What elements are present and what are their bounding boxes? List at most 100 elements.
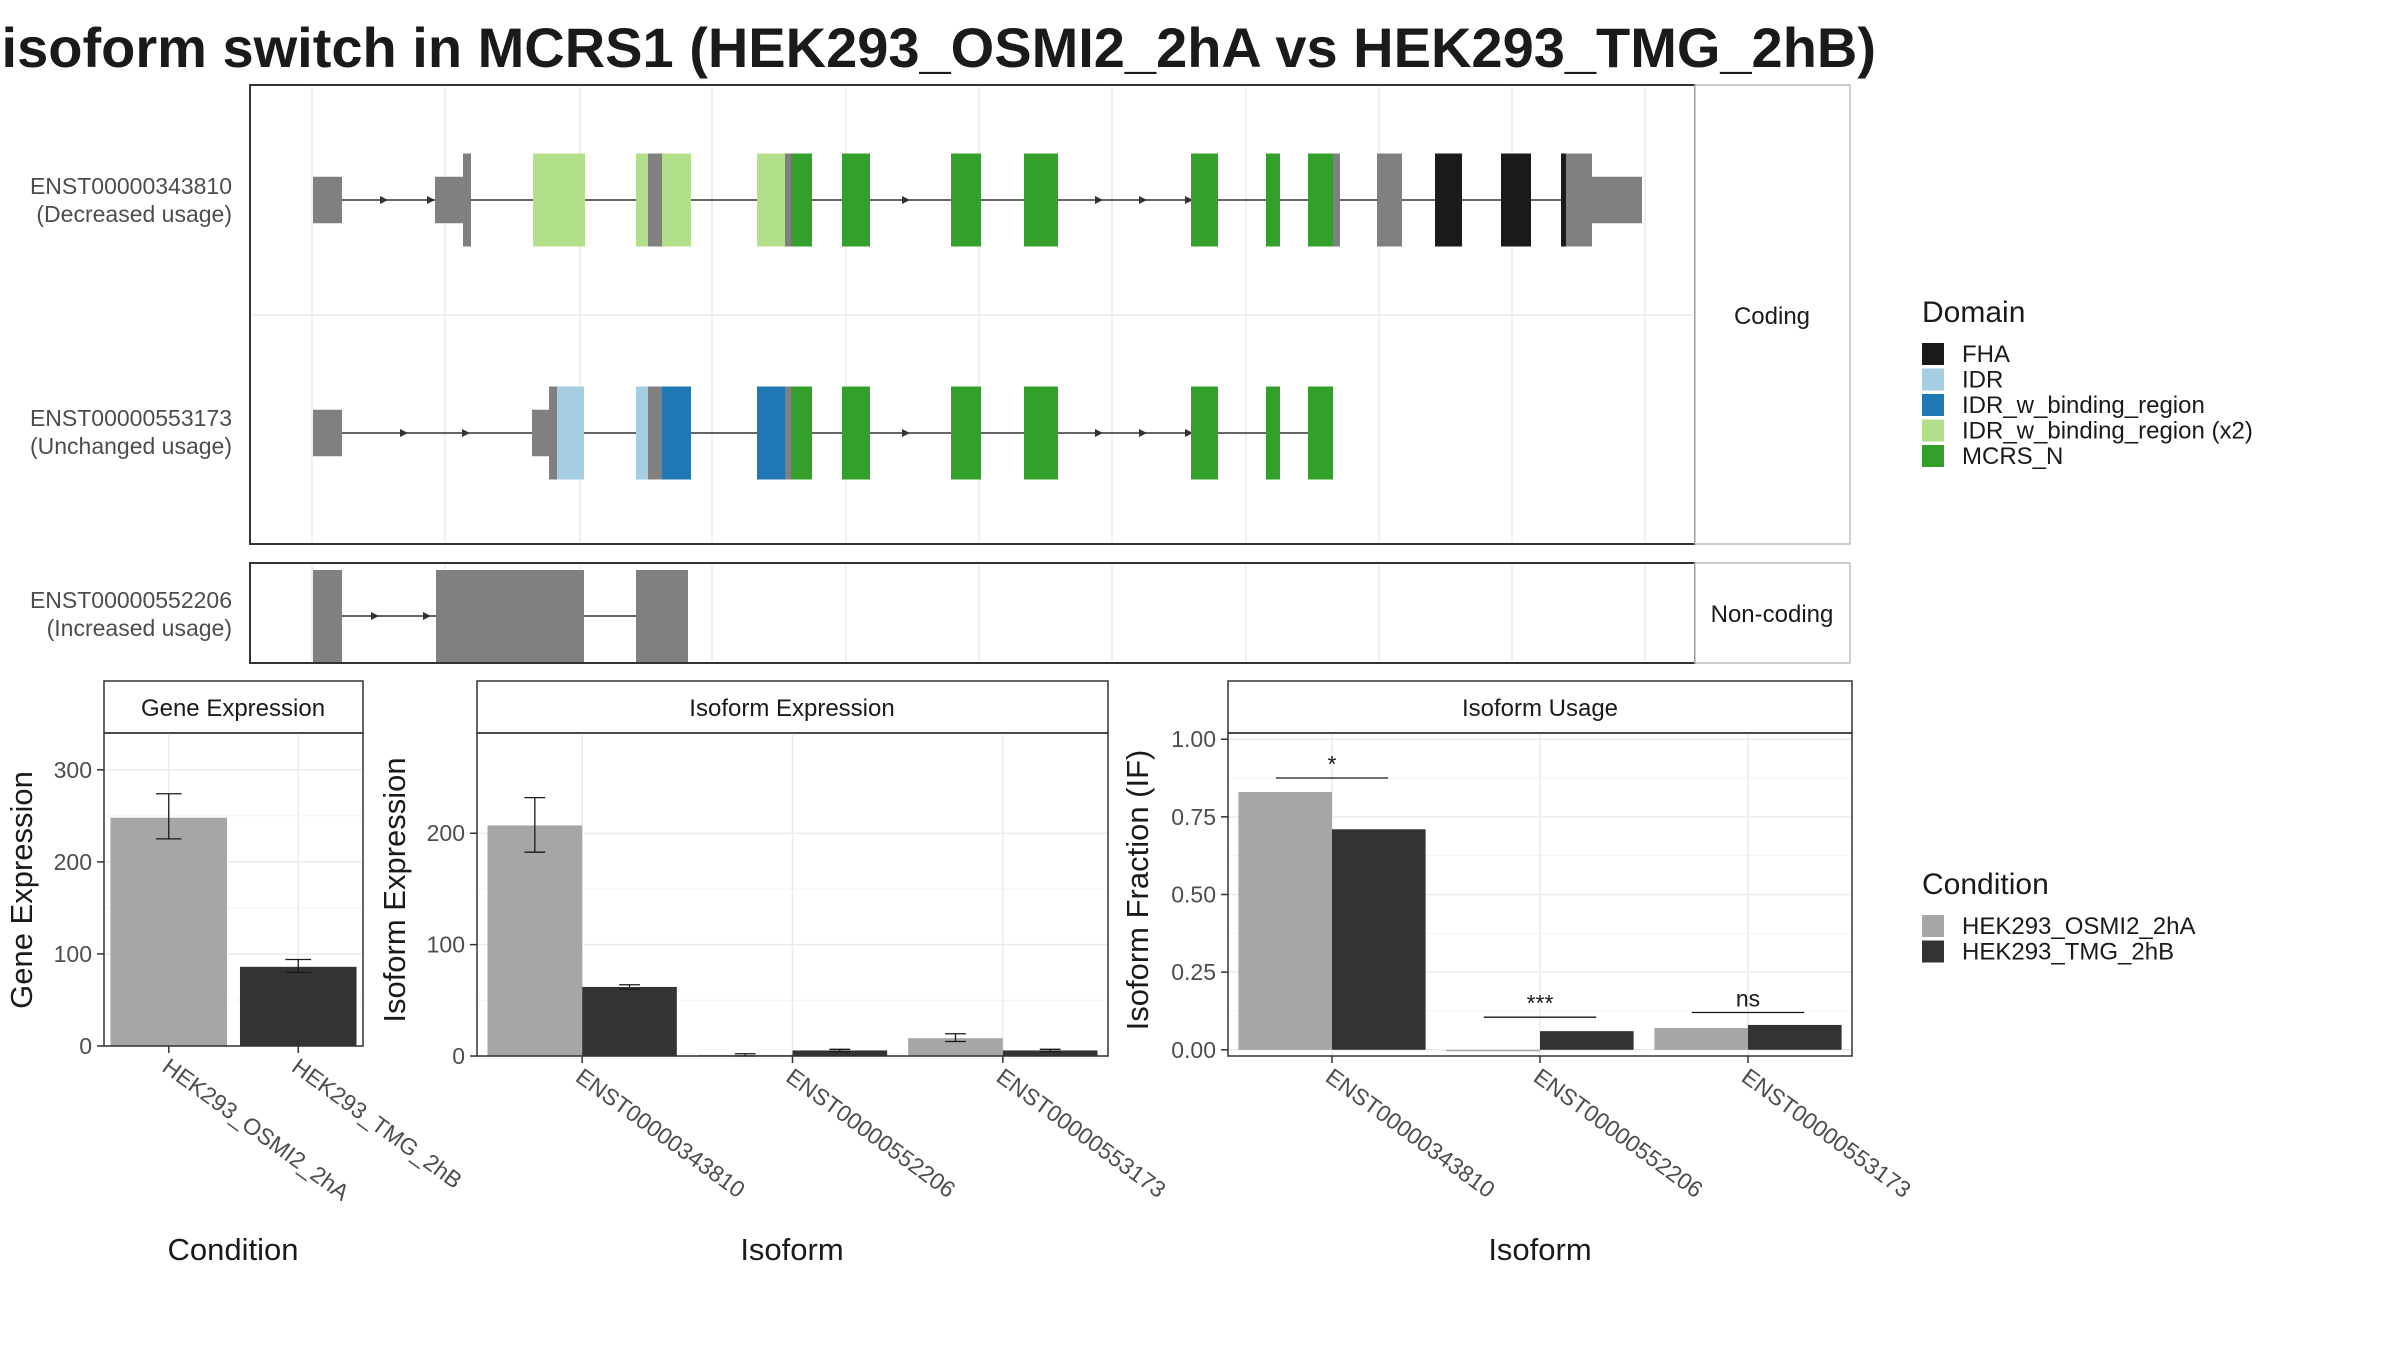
isoform-expression-strip: [476, 680, 1109, 734]
exon-segment: [636, 570, 688, 662]
coding-strip: [1694, 84, 1851, 545]
isoform-usage-title: Isoform Usage: [1462, 695, 1618, 722]
significance-label: ns: [1736, 986, 1760, 1012]
x-tick-label: ENST00000343810: [1321, 1063, 1500, 1203]
bar: [582, 986, 677, 1056]
bar: [1654, 1028, 1748, 1050]
exon-segment: [533, 153, 585, 247]
x-tick-label: ENST00000553173: [1737, 1063, 1916, 1203]
strand-arrow: [1185, 196, 1193, 204]
transcript-features: [313, 153, 1642, 662]
strand-arrow: [1185, 429, 1193, 437]
exon-segment: [1266, 153, 1280, 247]
isoform-expression-plot: 0 100 200 ENST00000343810 ENST00000552206 ENS…: [427, 733, 1171, 1203]
exon-segment: [951, 153, 981, 247]
isoform-usage-ylabel: Isoform Fraction (IF): [1120, 750, 1155, 1031]
isoform-expression-title: Isoform Expression: [689, 695, 894, 722]
exon-segment: [532, 409, 550, 457]
domain-legend-key: [1922, 419, 1944, 442]
strand-arrow: [423, 612, 431, 620]
transcript-3-id: ENST00000552206: [30, 587, 232, 613]
domain-legend-label: IDR: [1962, 367, 2003, 394]
domain-legend: Domain FHAIDRIDR_w_binding_regionIDR_w_b…: [1922, 296, 2253, 470]
transcript-2-id: ENST00000553173: [30, 405, 232, 431]
isoform-usage-xlabel: Isoform: [1488, 1232, 1591, 1267]
exon-segment: [1501, 153, 1531, 247]
bar: [1002, 1050, 1098, 1056]
exon-segment: [791, 386, 812, 480]
x-tick-label: ENST00000552206: [782, 1063, 961, 1203]
condition-legend-label: HEK293_OSMI2_2hA: [1962, 913, 2195, 940]
exon-segment: [1308, 153, 1333, 247]
domain-legend-label: MCRS_N: [1962, 443, 2063, 470]
exon-segment: [757, 386, 785, 480]
bar: [908, 1038, 1003, 1056]
y-tick-label: 0.25: [1171, 959, 1216, 985]
domain-legend-key: [1922, 445, 1944, 467]
bar: [1446, 1049, 1540, 1052]
y-tick-label: 0.50: [1171, 882, 1216, 908]
exon-segment: [1024, 153, 1058, 247]
exon-segment: [435, 176, 465, 224]
y-tick-label: 0.00: [1171, 1037, 1216, 1063]
domain-legend-label: FHA: [1962, 341, 2010, 368]
domain-legend-label: IDR_w_binding_region (x2): [1962, 418, 2253, 445]
bar: [792, 1050, 888, 1056]
strand-arrow: [902, 429, 910, 437]
exon-segment: [648, 153, 662, 247]
strand-arrow: [462, 429, 470, 437]
bar: [1332, 829, 1426, 1050]
strand-arrow: [371, 612, 379, 620]
exon-segment: [313, 176, 342, 224]
y-tick-label: 0: [79, 1033, 92, 1059]
domain-legend-key: [1922, 394, 1944, 416]
domain-legend-key: [1922, 343, 1944, 365]
isoform-usage-strip: [1227, 680, 1853, 734]
transcript-3-usage: (Increased usage): [47, 615, 232, 641]
exon-segment: [1266, 386, 1280, 480]
exon-segment: [636, 386, 648, 480]
exon-segment: [549, 386, 557, 480]
y-tick-label: 1.00: [1171, 726, 1216, 752]
strand-arrow: [400, 429, 408, 437]
exon-segment: [1566, 153, 1592, 247]
y-tick-label: 200: [427, 820, 465, 846]
exon-segment: [1191, 153, 1218, 247]
chart-title: The isoform switch in MCRS1 (HEK293_OSMI…: [0, 16, 1876, 79]
bar: [1238, 792, 1332, 1050]
noncoding-strip: [1694, 562, 1851, 664]
y-tick-label: 200: [54, 849, 92, 875]
exon-segment: [1435, 153, 1462, 247]
significance-label: ***: [1527, 990, 1554, 1016]
strand-arrow: [1095, 196, 1103, 204]
exon-segment: [791, 153, 812, 247]
exon-segment: [951, 386, 981, 480]
y-tick-label: 300: [54, 757, 92, 783]
exon-segment: [842, 153, 870, 247]
transcript-structure-panel: Coding Non-coding ENST00000343810 (Decre…: [30, 84, 1851, 664]
transcript-1-usage: (Decreased usage): [36, 201, 232, 227]
exon-segment: [785, 386, 791, 480]
exon-segment: [1561, 153, 1566, 247]
strand-arrow: [1095, 429, 1103, 437]
exon-segment: [1592, 176, 1642, 224]
isoform-expression-chart: Isoform Expression 0 100 200 ENST0000034381…: [377, 680, 1171, 1267]
exon-segment: [636, 153, 648, 247]
exon-segment: [1308, 386, 1333, 480]
x-tick-label: ENST00000553173: [992, 1063, 1171, 1203]
strand-arrow: [902, 196, 910, 204]
domain-legend-label: IDR_w_binding_region: [1962, 392, 2205, 419]
bar: [487, 825, 583, 1056]
gene-expression-xlabel: Condition: [168, 1232, 299, 1267]
y-tick-label: 100: [54, 941, 92, 967]
gene-expression-title: Gene Expression: [141, 695, 325, 722]
x-tick-label: ENST00000552206: [1529, 1063, 1708, 1203]
isoform-expression-xlabel: Isoform: [740, 1232, 843, 1267]
isoform-expression-frame: [476, 732, 1109, 1057]
y-tick-label: 0: [452, 1043, 465, 1069]
bar: [1748, 1024, 1842, 1050]
strand-arrow: [1139, 196, 1147, 204]
exon-segment: [1024, 386, 1058, 480]
